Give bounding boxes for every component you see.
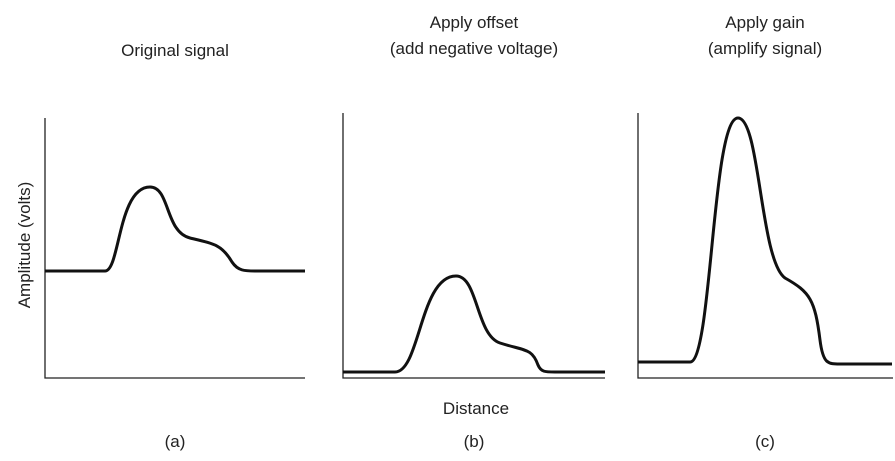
panel-title: Original signal <box>121 41 229 60</box>
panel-title: (add negative voltage) <box>390 39 558 58</box>
panel-title: (amplify signal) <box>708 39 822 58</box>
y-axis-label: Amplitude (volts) <box>15 182 34 309</box>
panel-title: Apply offset <box>430 13 519 32</box>
axes <box>44 118 305 379</box>
panel-caption: (a) <box>165 432 186 451</box>
signal-curve <box>638 116 892 366</box>
signal-curve <box>343 274 605 374</box>
axes <box>342 113 605 379</box>
axes <box>637 113 893 379</box>
panel-caption: (c) <box>755 432 775 451</box>
x-axis-label: Distance <box>443 399 509 418</box>
panel-caption: (b) <box>464 432 485 451</box>
signal-curve <box>45 185 305 273</box>
panel-title: Apply gain <box>725 13 804 32</box>
